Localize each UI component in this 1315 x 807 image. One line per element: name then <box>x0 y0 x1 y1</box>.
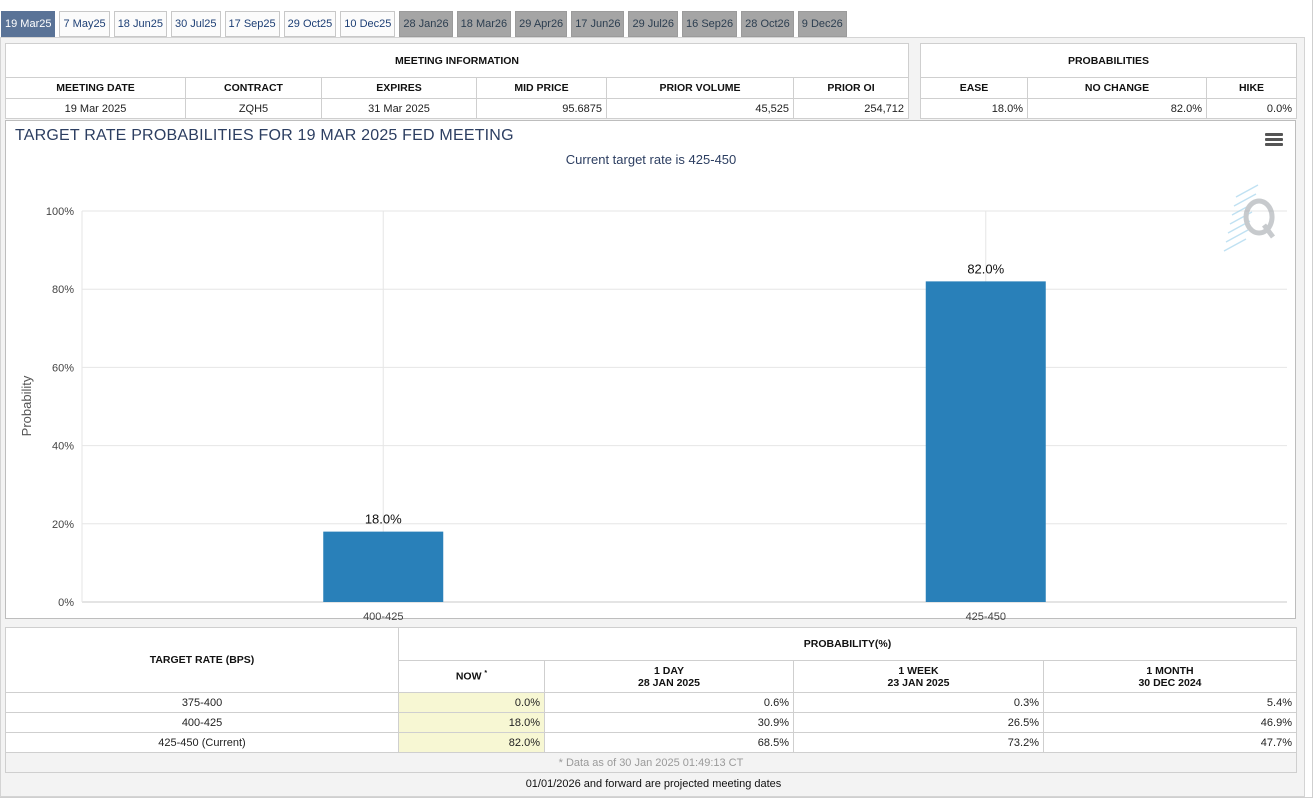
meeting-tab[interactable]: 29 Apr26 <box>515 11 568 37</box>
meeting-tab[interactable]: 18 Jun25 <box>113 11 167 37</box>
col-prior-volume: PRIOR VOLUME <box>606 77 794 99</box>
y-tick-label: 60% <box>52 362 74 374</box>
month-cell: 46.9% <box>1043 712 1297 733</box>
col-1-week-label: 1 WEEK <box>898 664 939 677</box>
bar-data-label: 18.0% <box>365 512 402 527</box>
month-cell: 47.7% <box>1043 732 1297 753</box>
day-cell: 30.9% <box>544 712 794 733</box>
probability-bar <box>925 281 1046 602</box>
ease-value: 18.0% <box>920 98 1028 119</box>
prior-volume-value: 45,525 <box>606 98 794 119</box>
col-now: NOW * <box>398 660 545 693</box>
col-contract: CONTRACT <box>185 77 322 99</box>
week-cell: 26.5% <box>793 712 1044 733</box>
projected-dates-note: 01/01/2026 and forward are projected mee… <box>525 778 782 790</box>
table-row: 425-450 (Current) 82.0% 68.5% 73.2% 47.7… <box>5 732 1297 753</box>
probabilities-title: PROBABILITIES <box>920 43 1297 78</box>
meeting-tab[interactable]: 7 May25 <box>59 11 110 37</box>
chart-title: TARGET RATE PROBABILITIES FOR 19 MAR 202… <box>15 127 514 144</box>
watermark-logo-icon <box>1223 184 1275 252</box>
meeting-tab[interactable]: 16 Sep26 <box>682 11 738 37</box>
col-target-rate: TARGET RATE (BPS) <box>5 627 399 693</box>
y-tick-label: 0% <box>58 597 74 609</box>
now-cell: 18.0% <box>398 712 545 733</box>
x-tick-label: 400-425 <box>363 611 403 620</box>
x-tick-label: 425-450 <box>966 611 1006 620</box>
meeting-information-title: MEETING INFORMATION <box>5 43 909 78</box>
meeting-information-table: MEETING INFORMATION MEETING DATE CONTRAC… <box>5 43 909 119</box>
now-cell: 0.0% <box>398 692 545 713</box>
col-1-month-date: 30 DEC 2024 <box>1138 676 1202 689</box>
col-meeting-date: MEETING DATE <box>5 77 186 99</box>
meeting-tab[interactable]: 30 Jul25 <box>170 11 221 37</box>
col-1-day: 1 DAY 28 JAN 2025 <box>544 660 794 693</box>
hike-value: 0.0% <box>1206 98 1297 119</box>
meeting-tab[interactable]: 29 Jul26 <box>628 11 679 37</box>
prior-oi-value: 254,712 <box>793 98 909 119</box>
meeting-tabs: 19 Mar25 7 May25 18 Jun25 30 Jul25 17 Sep25 2… <box>1 11 851 37</box>
col-no-change: NO CHANGE <box>1027 77 1207 99</box>
probabilities-table: PROBABILITIES EASE NO CHANGE HIKE 18.0% … <box>920 43 1297 119</box>
table-row: 400-425 18.0% 30.9% 26.5% 46.9% <box>5 712 1297 733</box>
now-label: NOW <box>455 670 482 683</box>
y-tick-label: 80% <box>52 284 74 296</box>
week-cell: 0.3% <box>793 692 1044 713</box>
col-mid-price: MID PRICE <box>476 77 607 99</box>
y-tick-label: 20% <box>52 519 74 531</box>
meeting-tab[interactable]: 10 Dec25 <box>340 11 396 37</box>
mid-price-value: 95.6875 <box>476 98 607 119</box>
y-tick-label: 40% <box>52 441 74 453</box>
col-ease: EASE <box>920 77 1028 99</box>
y-tick-label: 100% <box>46 206 74 218</box>
rate-cell: 425-450 (Current) <box>5 732 399 753</box>
y-axis-title: Probability <box>19 375 34 436</box>
col-1-month: 1 MONTH 30 DEC 2024 <box>1043 660 1297 693</box>
probability-bar <box>323 531 444 602</box>
col-probability: PROBABILITY(%) <box>398 627 1297 661</box>
rate-cell: 375-400 <box>5 692 399 713</box>
table-row: 375-400 0.0% 0.6% 0.3% 5.4% <box>5 692 1297 713</box>
day-cell: 68.5% <box>544 732 794 753</box>
rate-cell: 400-425 <box>5 712 399 733</box>
meeting-tab[interactable]: 28 Oct26 <box>741 11 794 37</box>
col-1-day-date: 28 JAN 2025 <box>638 676 700 689</box>
meeting-date-value: 19 Mar 2025 <box>5 98 186 119</box>
col-1-month-label: 1 MONTH <box>1146 664 1194 677</box>
col-expires: EXPIRES <box>321 77 477 99</box>
col-1-week: 1 WEEK 23 JAN 2025 <box>793 660 1044 693</box>
now-footnote-mark: * <box>484 670 488 678</box>
col-prior-oi: PRIOR OI <box>793 77 909 99</box>
chart-panel: 0% 20% 40% 60% 80% 100% 18.0% 400-425 82.0% 425-4… <box>5 120 1296 620</box>
col-1-week-date: 23 JAN 2025 <box>887 676 950 689</box>
expires-value: 31 Mar 2025 <box>321 98 477 119</box>
meeting-tab[interactable]: 17 Sep25 <box>224 11 280 37</box>
meeting-tab[interactable]: 19 Mar25 <box>1 11 56 37</box>
meeting-tab[interactable]: 29 Oct25 <box>283 11 337 37</box>
month-cell: 5.4% <box>1043 692 1297 713</box>
col-hike: HIKE <box>1206 77 1297 99</box>
no-change-value: 82.0% <box>1027 98 1207 119</box>
meeting-tab[interactable]: 9 Dec26 <box>797 11 847 37</box>
data-timestamp-note: * Data as of 30 Jan 2025 01:49:13 CT <box>5 752 1297 773</box>
probability-chart: 0% 20% 40% 60% 80% 100% 18.0% 400-425 82.0% 425-4… <box>19 152 1287 620</box>
contract-value: ZQH5 <box>185 98 322 119</box>
now-cell: 82.0% <box>398 732 545 753</box>
chart-subtitle: Current target rate is 425-450 <box>566 152 737 167</box>
hamburger-menu-icon[interactable] <box>1265 133 1283 147</box>
rate-probability-table: TARGET RATE (BPS) PROBABILITY(%) NOW * 1… <box>5 627 1297 773</box>
day-cell: 0.6% <box>544 692 794 713</box>
week-cell: 73.2% <box>793 732 1044 753</box>
content-area: MEETING INFORMATION MEETING DATE CONTRAC… <box>0 37 1305 797</box>
meeting-tab[interactable]: 28 Jan26 <box>399 11 453 37</box>
col-1-day-label: 1 DAY <box>654 664 684 677</box>
meeting-tab[interactable]: 18 Mar26 <box>456 11 512 37</box>
meeting-tab[interactable]: 17 Jun26 <box>571 11 625 37</box>
bar-data-label: 82.0% <box>967 261 1004 276</box>
